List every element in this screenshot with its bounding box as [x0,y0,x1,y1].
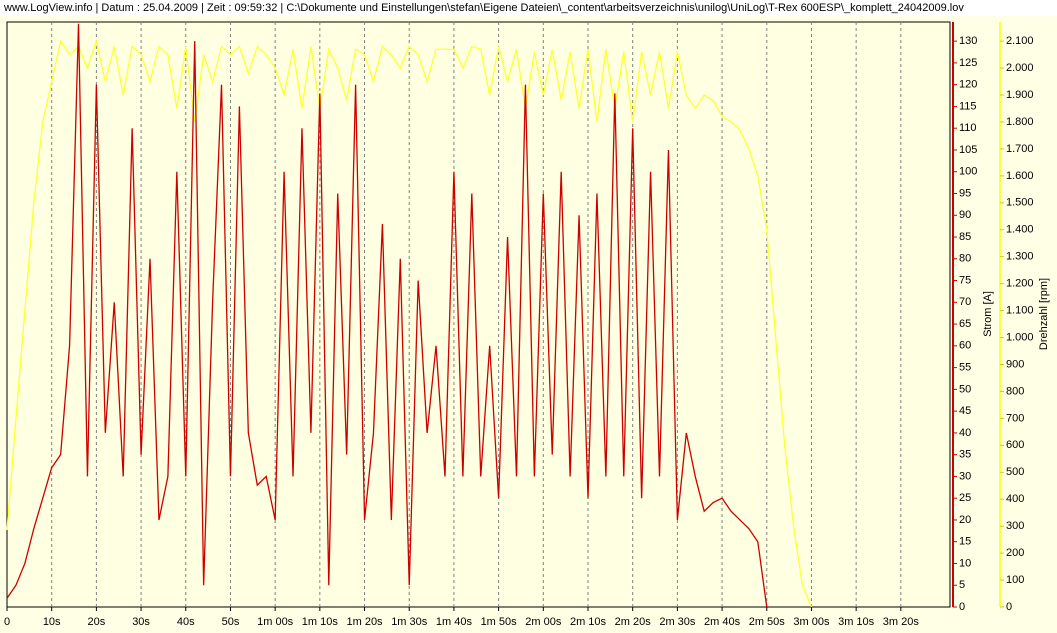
y-tick-label: 5 [959,579,965,591]
x-tick-label: 1m 50s [481,616,518,628]
y-tick-label: 45 [959,405,971,417]
x-tick-label: 1m 00s [257,616,294,628]
y-tick-label: 100 [959,166,977,178]
y-tick-label: 65 [959,318,971,330]
y-tick-label: 50 [959,383,971,395]
data-line [6,23,768,608]
y2-tick-label: 1.700 [1006,143,1034,155]
x-tick-label: 3m 00s [793,616,830,628]
x-tick-label: 2m 30s [659,616,696,628]
x-tick-label: 1m 30s [391,616,428,628]
data-line [6,38,813,608]
x-tick-label: 0 [4,616,10,628]
y-tick-label: 70 [959,296,971,308]
x-tick-label: 1m 40s [436,616,473,628]
y2-tick-label: 1.000 [1006,331,1034,343]
plot-area [6,21,951,608]
x-tick-label: 1m 20s [346,616,383,628]
y-tick-label: 25 [959,492,971,504]
y-tick-label: 35 [959,449,971,461]
y-tick-label: 125 [959,57,977,69]
y-tick-label: 115 [959,100,977,112]
x-tick-label: 3m 20s [883,616,920,628]
y-tick-label: 80 [959,253,971,265]
y-tick-label: 75 [959,274,971,286]
y-tick-label: 10 [959,557,971,569]
y-tick-label: 55 [959,362,971,374]
y-tick-label: 30 [959,470,971,482]
x-tick-label: 1m 10s [302,616,339,628]
y2-tick-label: 500 [1006,466,1024,478]
y2-tick-label: 800 [1006,385,1024,397]
y-tick-label: 120 [959,79,977,91]
y2-tick-label: 1.600 [1006,170,1034,182]
y2-tick-label: 2.000 [1006,62,1034,74]
x-tick-label: 2m 10s [570,616,607,628]
x-tick-label: 3m 10s [838,616,875,628]
header-bar [0,0,1057,16]
x-tick-label: 30s [132,616,150,628]
y2-tick-label: 900 [1006,358,1024,370]
y2-tick-label: 1.100 [1006,304,1034,316]
x-tick-label: 10s [43,616,61,628]
y-tick-label: 110 [959,122,977,134]
y-tick-label: 20 [959,514,971,526]
y-tick-label: 60 [959,340,971,352]
y2-tick-label: 300 [1006,520,1024,532]
y-tick-label: 15 [959,536,971,548]
y2-tick-label: 1.400 [1006,224,1034,236]
y2-tick-label: 1.200 [1006,278,1034,290]
y2-tick-label: 100 [1006,574,1024,586]
x-tick-label: 2m 40s [704,616,741,628]
y-tick-label: 95 [959,187,971,199]
y2-tick-label: 1.900 [1006,89,1034,101]
y2-tick-label: 600 [1006,439,1024,451]
y2-tick-label: 0 [1006,601,1012,613]
y-axis-label: Strom [A] [982,291,994,337]
y2-tick-label: 1.500 [1006,197,1034,209]
y-tick-label: 105 [959,144,977,156]
y2-tick-label: 1.800 [1006,116,1034,128]
y-tick-label: 40 [959,427,971,439]
x-tick-label: 2m 00s [525,616,562,628]
y2-tick-label: 1.300 [1006,251,1034,263]
y2-tick-label: 2.100 [1006,35,1034,47]
y-tick-label: 85 [959,231,971,243]
x-tick-label: 20s [88,616,106,628]
y2-tick-label: 700 [1006,412,1024,424]
y2-tick-label: 400 [1006,493,1024,505]
y-tick-label: 90 [959,209,971,221]
y-tick-label: 0 [959,601,965,613]
chart-title: www.LogView.info | Datum : 25.04.2009 | … [3,2,964,14]
x-tick-label: 2m 20s [615,616,652,628]
y2-axis-label: Drehzahl [rpm] [1038,278,1050,350]
y-tick-label: 130 [959,35,977,47]
y2-tick-label: 200 [1006,547,1024,559]
x-tick-label: 2m 50s [749,616,786,628]
x-tick-label: 40s [177,616,195,628]
x-tick-label: 50s [222,616,240,628]
